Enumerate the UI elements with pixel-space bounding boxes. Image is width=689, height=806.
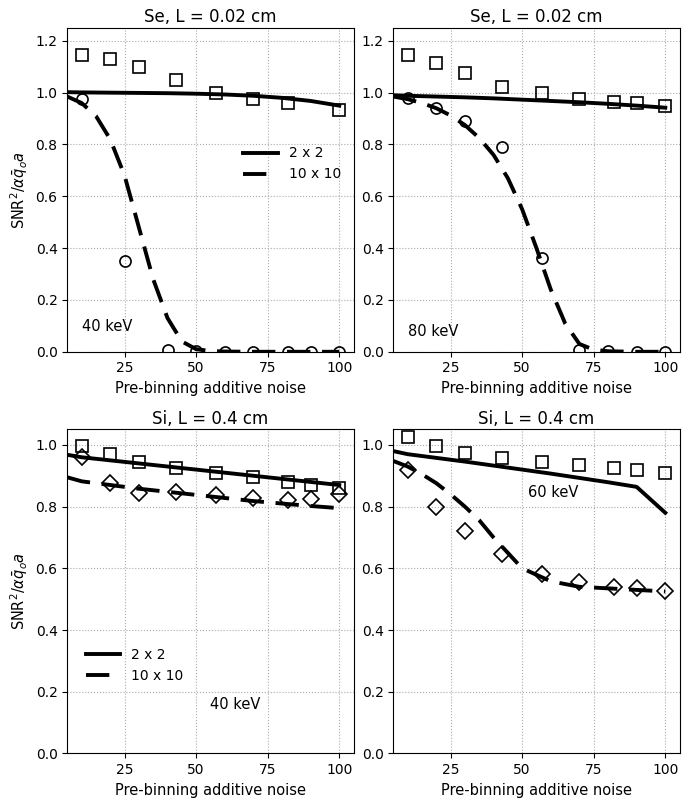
- X-axis label: Pre-binning additive noise: Pre-binning additive noise: [115, 381, 306, 396]
- Title: Si, L = 0.4 cm: Si, L = 0.4 cm: [478, 410, 595, 428]
- X-axis label: Pre-binning additive noise: Pre-binning additive noise: [115, 783, 306, 798]
- Title: Se, L = 0.02 cm: Se, L = 0.02 cm: [144, 8, 277, 27]
- Text: 80 keV: 80 keV: [408, 324, 458, 339]
- Legend: 2 x 2, 10 x 10: 2 x 2, 10 x 10: [80, 642, 189, 688]
- X-axis label: Pre-binning additive noise: Pre-binning additive noise: [441, 381, 632, 396]
- Y-axis label: SNR$^2$/$\alpha\bar{q}_o a$: SNR$^2$/$\alpha\bar{q}_o a$: [8, 553, 30, 630]
- Text: 40 keV: 40 keV: [210, 696, 261, 712]
- Legend: 2 x 2, 10 x 10: 2 x 2, 10 x 10: [238, 141, 347, 187]
- Title: Se, L = 0.02 cm: Se, L = 0.02 cm: [470, 8, 603, 27]
- Y-axis label: SNR$^2$/$\alpha\bar{q}_o a$: SNR$^2$/$\alpha\bar{q}_o a$: [8, 151, 30, 229]
- X-axis label: Pre-binning additive noise: Pre-binning additive noise: [441, 783, 632, 798]
- Text: 40 keV: 40 keV: [81, 318, 132, 334]
- Title: Si, L = 0.4 cm: Si, L = 0.4 cm: [152, 410, 269, 428]
- Text: 60 keV: 60 keV: [528, 485, 578, 501]
